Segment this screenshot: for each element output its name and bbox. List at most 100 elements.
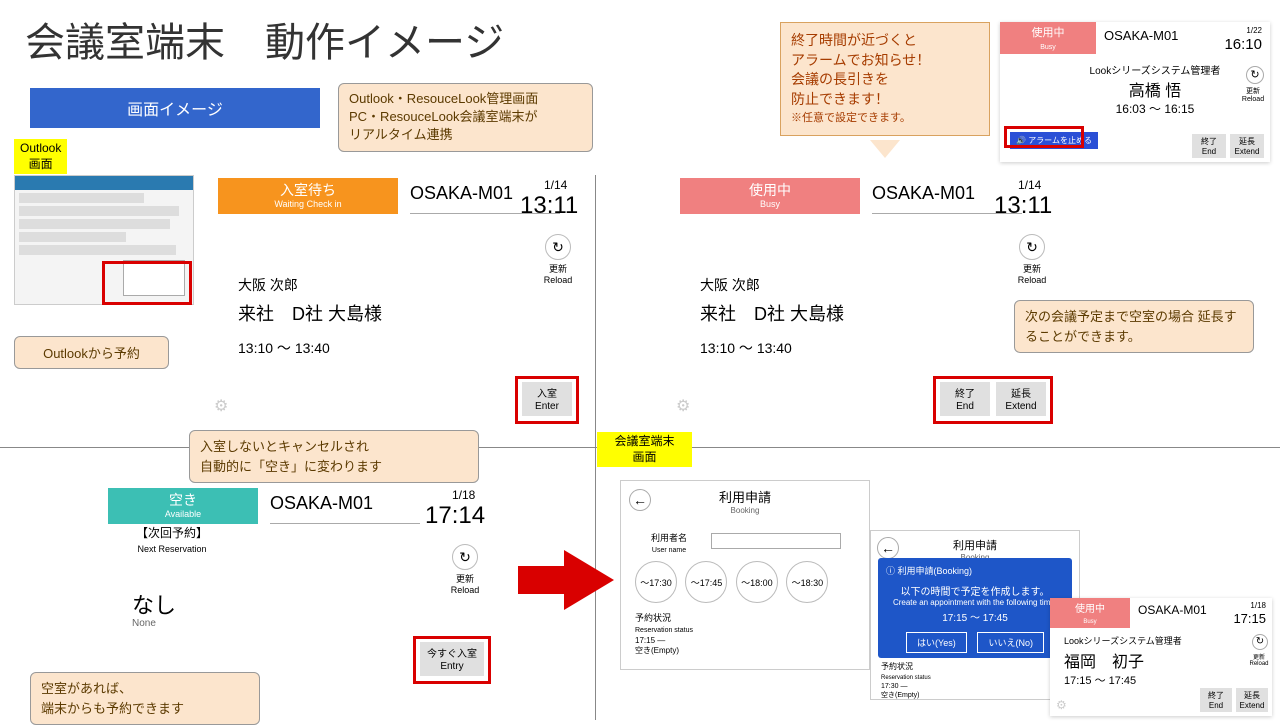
person-1: 大阪 次郎	[238, 275, 298, 295]
reload-button-3[interactable]: ↻	[452, 544, 478, 570]
mini-time: 16:10	[1224, 36, 1262, 53]
res-row-1: 17:15 —空き(Empty)	[635, 636, 679, 656]
gear-icon-1[interactable]: ⚙	[214, 396, 228, 416]
status-available: 空き Available	[108, 488, 258, 524]
reload-label-2: 更新Reload	[1014, 262, 1050, 285]
status-available-label: 空き	[169, 492, 197, 508]
divider-vertical	[595, 175, 596, 720]
callout-alarm-sub: ※任意で設定できます。	[791, 111, 979, 126]
res-row-2: 17:30 —空き(Empty)	[881, 683, 920, 700]
blue-title-bar: 画面イメージ	[30, 88, 320, 128]
snooze-highlight	[1004, 126, 1084, 148]
booking-sub-1: Booking	[621, 506, 869, 515]
reload-label-1: 更新Reload	[540, 262, 576, 285]
mini-slot: 16:03 〜 16:15	[1070, 100, 1240, 117]
outlook-highlight	[102, 261, 192, 305]
time-option-2[interactable]: 〜17:45	[685, 561, 727, 603]
res-status-label-2: 予約状況Reservation status	[881, 661, 931, 681]
mini-person: 高橋 悟	[1070, 77, 1240, 101]
date-1: 1/14	[544, 178, 567, 192]
mini-extend[interactable]: 延長Extend	[1230, 134, 1264, 158]
reload-button-1[interactable]: ↻	[545, 234, 571, 260]
meeting-slot-1: 13:10 〜 13:40	[238, 338, 330, 358]
mini-reload[interactable]: ↻	[1246, 66, 1264, 84]
none-en: None	[132, 618, 156, 629]
time-2: 13:11	[994, 192, 1052, 220]
booking-panel-1: ← 利用申請 Booking 利用者名User name 〜17:30 〜17:…	[620, 480, 870, 670]
underline-3	[270, 523, 420, 524]
meeting-title-2: 来社 D社 大島様	[700, 300, 844, 326]
underline-1	[410, 213, 560, 214]
status-busy: 使用中 Busy	[680, 178, 860, 214]
booking-title-1: 利用申請	[621, 481, 869, 506]
time-option-4[interactable]: 〜18:30	[786, 561, 828, 603]
enter-highlight	[515, 376, 579, 424]
mini-reload-lbl: 更新Reload	[1238, 86, 1268, 103]
mini-terminal-final: 使用中Busy OSAKA-M01 1/18 17:15 ↻ 更新Reload …	[1050, 598, 1272, 716]
gear-icon-mini2[interactable]: ⚙	[1056, 698, 1067, 712]
mini2-extend[interactable]: 延長Extend	[1236, 688, 1268, 712]
mini2-slot: 17:15 〜 17:45	[1064, 672, 1136, 688]
status-available-en: Available	[108, 509, 258, 520]
person-2: 大阪 次郎	[700, 275, 760, 295]
callout-alarm-text: 終了時間が近づくと アラームでお知らせ！ 会議の長引きを 防止できます！	[791, 32, 930, 107]
callout-outlook-reserve: Outlookから予約	[14, 336, 169, 369]
date-2: 1/14	[1018, 178, 1041, 192]
mini-end[interactable]: 終了End	[1192, 134, 1226, 158]
status-waiting-label: 入室待ち	[280, 182, 336, 198]
time-1: 13:11	[520, 192, 578, 220]
entry-highlight	[413, 636, 491, 684]
none-label: なし	[132, 588, 176, 620]
user-label: 利用者名User name	[651, 531, 687, 554]
status-waiting: 入室待ち Waiting Check in	[218, 178, 398, 214]
meeting-slot-2: 13:10 〜 13:40	[700, 338, 792, 358]
time-bubbles: 〜17:30 〜17:45 〜18:00 〜18:30	[633, 561, 830, 603]
room-name-2: OSAKA-M01	[872, 183, 975, 204]
reload-button-2[interactable]: ↻	[1019, 234, 1045, 260]
mini2-sys: Lookシリーズシステム管理者	[1064, 634, 1182, 647]
arrow-stem	[518, 566, 566, 594]
end-extend-highlight	[933, 376, 1053, 424]
mini2-status: 使用中Busy	[1050, 598, 1130, 628]
mini2-reload-lbl: 更新Reload	[1246, 652, 1272, 667]
mini2-reload[interactable]: ↻	[1252, 634, 1268, 650]
outlook-label: Outlook 画面	[14, 139, 67, 174]
dialog-line2: Create an appointment with the following…	[878, 598, 1072, 607]
status-waiting-en: Waiting Check in	[218, 199, 398, 210]
mini2-room: OSAKA-M01	[1138, 603, 1207, 617]
callout-cancel: 入室しないとキャンセルされ 自動的に「空き」に変わります	[189, 430, 479, 483]
status-busy-label: 使用中	[749, 182, 791, 198]
dialog-line1: 以下の時間で予定を作成します。	[878, 583, 1072, 598]
mini-date: 1/22	[1246, 26, 1262, 35]
next-res-label: 【次回予約】Next Reservation	[136, 524, 208, 555]
meeting-title-1: 来社 D社 大島様	[238, 300, 382, 326]
mini-status-busy: 使用中Busy	[1000, 22, 1096, 54]
room-name-3: OSAKA-M01	[270, 493, 373, 514]
mini2-end[interactable]: 終了End	[1200, 688, 1232, 712]
dialog-no[interactable]: いいえ(No)	[977, 632, 1044, 653]
mini-room: OSAKA-M01	[1104, 28, 1178, 43]
mini2-time: 17:15	[1233, 611, 1266, 626]
terminal-label: 会議室端末 画面	[597, 432, 692, 467]
dialog-yes[interactable]: はい(Yes)	[906, 632, 967, 653]
time-option-3[interactable]: 〜18:00	[736, 561, 778, 603]
time-option-1[interactable]: 〜17:30	[635, 561, 677, 603]
callout-walkup: 空室があれば、 端末からも予約できます	[30, 672, 260, 725]
dialog-head: ⓘ 利用申請(Booking)	[878, 564, 1072, 577]
callout-pointer	[870, 140, 900, 158]
confirm-dialog: ⓘ 利用申請(Booking) 以下の時間で予定を作成します。 Create a…	[878, 558, 1072, 658]
user-input[interactable]	[711, 533, 841, 549]
back-button-2[interactable]: ←	[877, 537, 899, 559]
back-button-1[interactable]: ←	[629, 489, 651, 511]
gear-icon-2[interactable]: ⚙	[676, 396, 690, 416]
arrow-head	[564, 550, 614, 610]
room-name-1: OSAKA-M01	[410, 183, 513, 204]
mini-sys: Lookシリーズシステム管理者	[1070, 62, 1240, 77]
reload-label-3: 更新Reload	[447, 572, 483, 595]
date-3: 1/18	[452, 488, 475, 502]
status-busy-en: Busy	[680, 199, 860, 210]
mini2-person: 福岡 初子	[1064, 648, 1144, 672]
time-3: 17:14	[425, 502, 485, 530]
mini2-date: 1/18	[1250, 601, 1266, 610]
dialog-slot: 17:15 〜 17:45	[878, 609, 1072, 624]
